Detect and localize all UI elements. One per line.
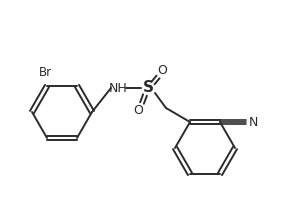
Text: N: N (248, 116, 258, 128)
Text: NH: NH (109, 81, 127, 95)
Text: O: O (157, 64, 167, 77)
Text: S: S (143, 81, 154, 95)
Text: Br: Br (38, 66, 52, 79)
Text: O: O (133, 103, 143, 117)
